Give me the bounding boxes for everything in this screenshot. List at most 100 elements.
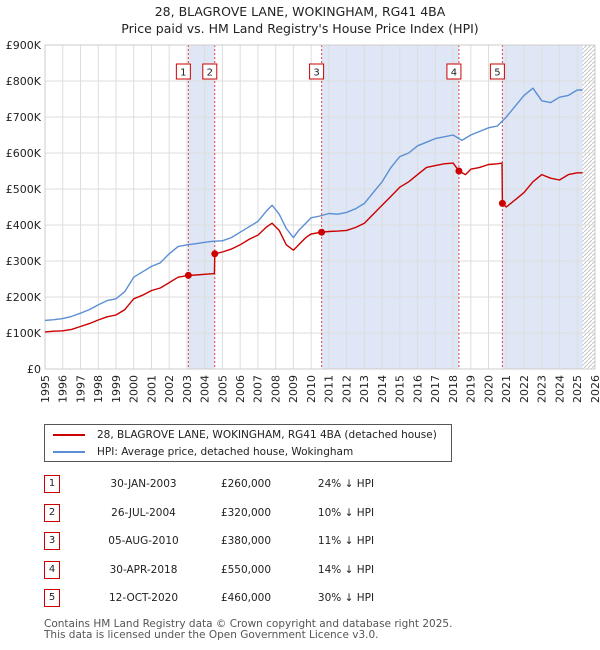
- x-tick-label: 2016: [411, 375, 424, 403]
- chart-legend: 28, BLAGROVE LANE, WOKINGHAM, RG41 4BA (…: [44, 424, 452, 462]
- plot-frame: [44, 44, 596, 370]
- x-tick-label: 2006: [234, 375, 247, 403]
- x-tick-label: 2000: [128, 375, 141, 403]
- y-tick-label: £200K: [6, 291, 42, 304]
- y-tick-label: £100K: [6, 327, 42, 340]
- sale-marker-badge: [489, 63, 505, 80]
- chart-title-line1: 28, BLAGROVE LANE, WOKINGHAM, RG41 4BA: [154, 4, 446, 19]
- property-price-line: [44, 162, 583, 333]
- legend-label-hpi: HPI: Average price, detached house, Woki…: [97, 446, 354, 458]
- footer-copyright: Contains HM Land Registry data © Crown c…: [44, 618, 453, 630]
- hatched-region: [582, 45, 595, 369]
- x-tick-label: 2026: [589, 375, 600, 403]
- sale-marker-label: 5: [494, 68, 500, 79]
- x-tick-label: 2007: [252, 375, 265, 403]
- sale-marker-badge: [175, 63, 191, 80]
- x-tick-label: 2012: [340, 375, 353, 403]
- x-tick-label: 2003: [181, 375, 194, 403]
- x-tick-label: 2023: [536, 375, 549, 403]
- sale-hpi-delta: 10% ↓ HPI: [317, 506, 375, 519]
- x-tick-label: 2018: [447, 375, 460, 403]
- sale-hpi-delta: 14% ↓ HPI: [317, 563, 375, 576]
- x-tick-label: 2014: [376, 375, 389, 403]
- sale-date: 26-JUL-2004: [111, 506, 176, 519]
- sale-marker-badge: [309, 63, 325, 80]
- x-tick-label: 2020: [482, 375, 495, 403]
- ownership-shade: [321, 45, 459, 369]
- sale-price: £380,000: [220, 535, 272, 548]
- sale-number-badge: 2: [44, 503, 60, 522]
- sale-number-badge: 5: [44, 589, 60, 608]
- x-tick-label: 2025: [571, 375, 584, 403]
- sale-price: £460,000: [220, 592, 272, 605]
- sale-marker-label: 3: [313, 68, 319, 79]
- sale-number-badge: 1: [44, 475, 60, 494]
- hpi-line: [44, 87, 583, 322]
- table-row: 2 26-JUL-2004 £320,000 10% ↓ HPI: [44, 499, 401, 528]
- sale-hpi-delta: 24% ↓ HPI: [317, 478, 375, 491]
- x-tick-label: 2017: [429, 375, 442, 403]
- sale-marker-label: 2: [207, 68, 213, 79]
- sale-hpi-delta: 11% ↓ HPI: [317, 535, 375, 548]
- x-tick-label: 2005: [216, 375, 229, 403]
- footer-licence: This data is licensed under the Open Gov…: [44, 629, 379, 641]
- x-tick-label: 1999: [110, 375, 123, 403]
- sale-price: £550,000: [220, 563, 272, 576]
- y-tick-label: £400K: [6, 219, 42, 232]
- table-row: 5 12-OCT-2020 £460,000 30% ↓ HPI: [44, 584, 401, 613]
- sale-point: [211, 250, 219, 258]
- x-tick-label: 2009: [287, 375, 300, 403]
- table-row: 4 30-APR-2018 £550,000 14% ↓ HPI: [44, 556, 401, 585]
- price-chart: £0 £100K £200K £300K £400K £500K £600K £700K £80…: [6, 39, 600, 403]
- x-tick-label: 2019: [465, 375, 478, 403]
- sale-date: 12-OCT-2020: [109, 592, 178, 605]
- sale-number-badge: 4: [44, 560, 60, 579]
- chart-title-line2: Price paid vs. HM Land Registry's House …: [121, 21, 479, 36]
- ownership-shade: [502, 45, 583, 369]
- legend-swatch-hpi: [53, 451, 85, 453]
- sale-marker-badge: [202, 63, 218, 80]
- y-tick-label: £0: [27, 363, 41, 376]
- y-tick-label: £300K: [6, 255, 42, 268]
- sale-point: [455, 167, 463, 175]
- x-tick-label: 2015: [394, 375, 407, 403]
- x-tick-label: 1995: [39, 375, 52, 403]
- sale-date: 30-JAN-2003: [110, 478, 177, 491]
- x-tick-label: 2022: [518, 375, 531, 403]
- table-row: 1 30-JAN-2003 £260,000 24% ↓ HPI: [44, 470, 401, 499]
- sale-price: £320,000: [220, 506, 272, 519]
- sale-number-badge: 3: [44, 532, 60, 551]
- sale-point: [498, 199, 506, 207]
- y-tick-label: £500K: [6, 183, 42, 196]
- x-tick-label: 2024: [553, 375, 566, 403]
- y-tick-label: £800K: [6, 75, 42, 88]
- legend-label-property: 28, BLAGROVE LANE, WOKINGHAM, RG41 4BA (…: [97, 429, 437, 441]
- y-tick-label: £700K: [6, 111, 42, 124]
- x-tick-label: 2002: [163, 375, 176, 403]
- legend-entry-property: 28, BLAGROVE LANE, WOKINGHAM, RG41 4BA (…: [53, 427, 437, 443]
- table-row: 3 05-AUG-2010 £380,000 11% ↓ HPI: [44, 527, 401, 556]
- x-tick-label: 2013: [358, 375, 371, 403]
- sales-table: 1 30-JAN-2003 £260,000 24% ↓ HPI 2 26-JU…: [44, 470, 401, 613]
- x-tick-label: 1996: [57, 375, 70, 403]
- ownership-shade: [188, 45, 215, 369]
- sale-hpi-delta: 30% ↓ HPI: [317, 592, 375, 605]
- sale-date: 05-AUG-2010: [108, 535, 179, 548]
- x-tick-label: 1997: [74, 375, 87, 403]
- x-tick-label: 2011: [323, 375, 336, 403]
- legend-swatch-property: [53, 434, 85, 436]
- footer-notice: Contains HM Land Registry data © Crown c…: [44, 619, 452, 641]
- sale-point: [318, 228, 326, 236]
- x-tick-label: 1998: [92, 375, 105, 403]
- x-tick-label: 2021: [500, 375, 513, 403]
- sale-point: [184, 271, 192, 279]
- sale-date: 30-APR-2018: [109, 563, 178, 576]
- x-tick-label: 2001: [145, 375, 158, 403]
- sale-marker-label: 4: [451, 68, 457, 79]
- x-tick-label: 2008: [269, 375, 282, 403]
- y-tick-label: £600K: [6, 147, 42, 160]
- legend-entry-hpi: HPI: Average price, detached house, Woki…: [53, 444, 353, 460]
- x-tick-label: 2004: [199, 375, 212, 403]
- y-tick-label: £900K: [6, 39, 42, 52]
- sale-marker-label: 1: [180, 68, 186, 79]
